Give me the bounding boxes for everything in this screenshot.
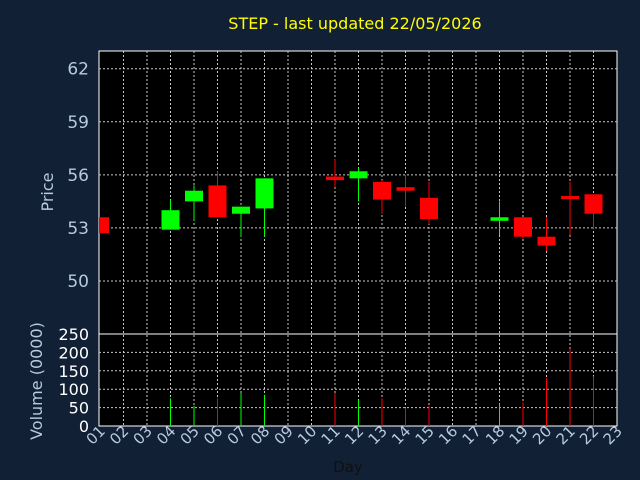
price-tick-label: 62 <box>67 60 89 80</box>
candle-body <box>208 185 227 218</box>
price-axis-ticks: 50 53 56 59 62 <box>67 60 89 292</box>
chart-title: STEP - last updated 22/05/2026 <box>228 14 481 33</box>
candle-body <box>326 176 344 181</box>
day-axis-ticks: 0102030405060708091011121314151617181920… <box>83 422 626 448</box>
volume-tick-label: 150 <box>58 362 89 381</box>
volume-bars <box>170 348 594 426</box>
candlesticks <box>99 158 603 251</box>
price-tick-label: 56 <box>67 166 89 186</box>
candle-body <box>396 187 415 191</box>
volume-tick-label: 200 <box>58 343 89 362</box>
candle-body <box>255 178 274 209</box>
price-axis-label: Price <box>38 172 57 211</box>
grid-lines <box>99 51 617 426</box>
candle-body <box>373 181 391 200</box>
candle-body <box>561 196 579 200</box>
price-tick-label: 59 <box>67 113 89 133</box>
volume-tick-label: 250 <box>58 325 89 344</box>
candle-body <box>99 217 109 234</box>
candle-body <box>514 217 532 237</box>
price-tick-label: 53 <box>67 219 89 239</box>
candle-body <box>420 197 438 220</box>
candle-body <box>537 236 556 246</box>
candle-body <box>161 210 180 230</box>
candle-body <box>490 217 509 221</box>
volume-axis-label: Volume (0000) <box>27 322 46 440</box>
candle-body <box>232 206 250 214</box>
day-axis-label: Day <box>333 458 363 476</box>
volume-tick-label: 100 <box>58 380 89 399</box>
price-tick-label: 50 <box>67 272 89 292</box>
volume-tick-label: 50 <box>69 399 89 418</box>
candle-body <box>584 194 603 214</box>
volume-tick-label: 0 <box>79 417 89 436</box>
candle-body <box>349 171 368 179</box>
candle-body <box>185 190 203 202</box>
